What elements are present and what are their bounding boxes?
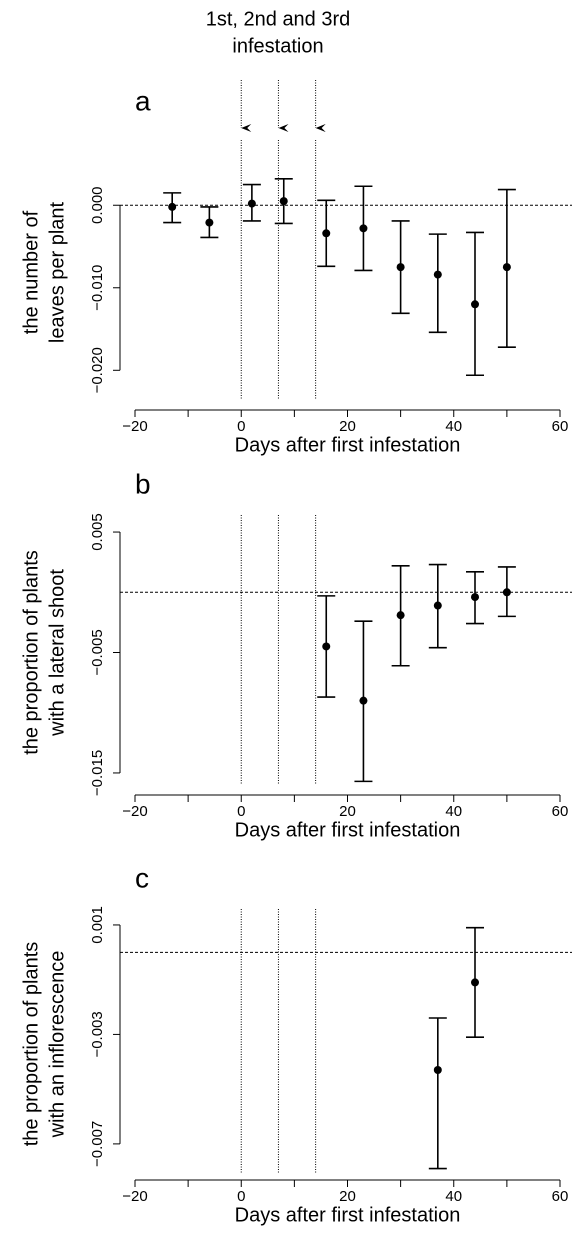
point bbox=[502, 263, 511, 272]
x-tick-label: 60 bbox=[552, 803, 569, 820]
x-tick-label: −20 bbox=[122, 1188, 147, 1205]
x-tick-label: 20 bbox=[339, 1188, 356, 1205]
point bbox=[471, 300, 479, 309]
x-tick-label: 40 bbox=[445, 418, 462, 435]
y-axis-label: the number of bbox=[20, 210, 42, 334]
x-tick-label: 40 bbox=[445, 1188, 462, 1205]
point bbox=[359, 696, 368, 705]
x-axis-label: Days after first infestation bbox=[235, 819, 461, 841]
point bbox=[205, 218, 214, 227]
y-axis-label: the proportion of plants bbox=[20, 942, 42, 1147]
panel-label: a bbox=[135, 85, 151, 116]
y-tick-label: 0.000 bbox=[89, 186, 106, 224]
x-tick-label: 0 bbox=[237, 418, 245, 435]
y-axis-label: with a lateral shoot bbox=[46, 569, 68, 737]
y-tick-label: −0.010 bbox=[89, 265, 106, 311]
point bbox=[471, 593, 479, 602]
point bbox=[433, 601, 442, 610]
x-tick-label: 60 bbox=[552, 1188, 569, 1205]
point bbox=[471, 978, 479, 987]
point bbox=[247, 199, 256, 208]
x-tick-label: 60 bbox=[552, 418, 569, 435]
point bbox=[396, 263, 405, 272]
point bbox=[433, 1066, 442, 1074]
x-tick-label: 0 bbox=[237, 803, 245, 820]
x-tick-label: 20 bbox=[339, 418, 356, 435]
annotation: 1st, 2nd and 3rd bbox=[206, 8, 351, 30]
point bbox=[322, 229, 331, 238]
panel-label: b bbox=[135, 468, 151, 499]
x-axis-label: Days after first infestation bbox=[235, 434, 461, 456]
y-tick-label: −0.005 bbox=[89, 629, 106, 675]
panel-label: c bbox=[135, 862, 149, 893]
point bbox=[502, 588, 511, 597]
point bbox=[359, 224, 368, 233]
y-tick-label: 0.005 bbox=[89, 513, 106, 551]
y-tick-label: −0.007 bbox=[89, 1121, 106, 1167]
x-axis-label: Days after first infestation bbox=[235, 1204, 461, 1226]
y-tick-label: 0.001 bbox=[89, 906, 106, 944]
y-axis-label: leaves per plant bbox=[46, 201, 68, 343]
point bbox=[433, 270, 442, 279]
y-axis-label: the proportion of plants bbox=[20, 550, 42, 755]
x-tick-label: 0 bbox=[237, 1188, 245, 1205]
x-tick-label: 20 bbox=[339, 803, 356, 820]
point bbox=[279, 197, 288, 206]
y-axis-label: with an inflorescence bbox=[46, 951, 68, 1139]
x-tick-label: 40 bbox=[445, 803, 462, 820]
y-tick-label: −0.015 bbox=[89, 750, 106, 796]
point bbox=[168, 202, 177, 211]
annotation: infestation bbox=[232, 35, 323, 57]
point bbox=[396, 611, 405, 620]
x-tick-label: −20 bbox=[122, 803, 147, 820]
y-tick-label: −0.003 bbox=[89, 1011, 106, 1057]
y-tick-label: −0.020 bbox=[89, 347, 106, 393]
x-tick-label: −20 bbox=[122, 418, 147, 435]
point bbox=[322, 642, 331, 651]
